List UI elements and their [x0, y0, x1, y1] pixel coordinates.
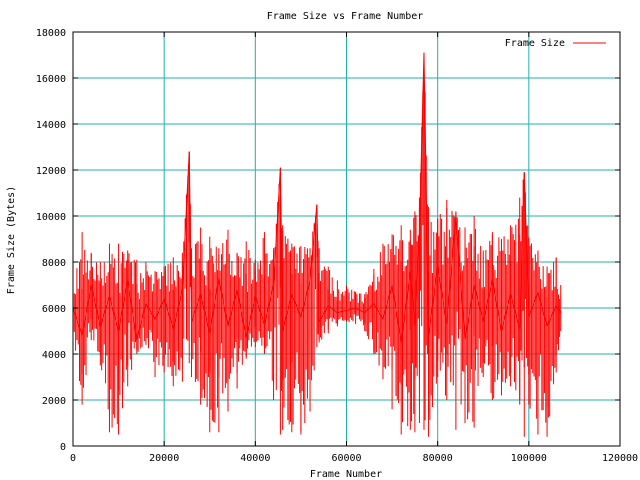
y-tick-label: 8000	[42, 258, 66, 269]
y-tick-label: 2000	[42, 396, 66, 407]
y-tick-label: 12000	[36, 166, 66, 177]
y-tick-label: 10000	[36, 212, 66, 223]
y-tick-label: 14000	[36, 120, 66, 131]
x-tick-label: 20000	[149, 453, 179, 464]
legend: Frame Size	[505, 38, 606, 49]
x-axis-label: Frame Number	[310, 469, 382, 480]
y-tick-label: 18000	[36, 28, 66, 39]
x-tick-label: 0	[70, 453, 76, 464]
y-tick-label: 6000	[42, 304, 66, 315]
axis-ticks: 0 20000 40000 60000 80000 100000 120000 0 2000 40…	[36, 28, 638, 464]
x-tick-label: 40000	[240, 453, 270, 464]
y-axis-label: Frame Size (Bytes)	[6, 186, 17, 294]
y-tick-label: 16000	[36, 74, 66, 85]
x-tick-label: 120000	[602, 453, 638, 464]
x-tick-label: 80000	[423, 453, 453, 464]
series-line-frame-size	[72, 52, 562, 343]
y-tick-label: 0	[60, 442, 66, 453]
x-tick-label: 100000	[511, 453, 547, 464]
y-tick-label: 4000	[42, 350, 66, 361]
x-tick-label: 60000	[331, 453, 361, 464]
chart-title: Frame Size vs Frame Number	[267, 11, 424, 22]
series-layer	[72, 52, 562, 437]
legend-label-frame-size: Frame Size	[505, 38, 565, 49]
